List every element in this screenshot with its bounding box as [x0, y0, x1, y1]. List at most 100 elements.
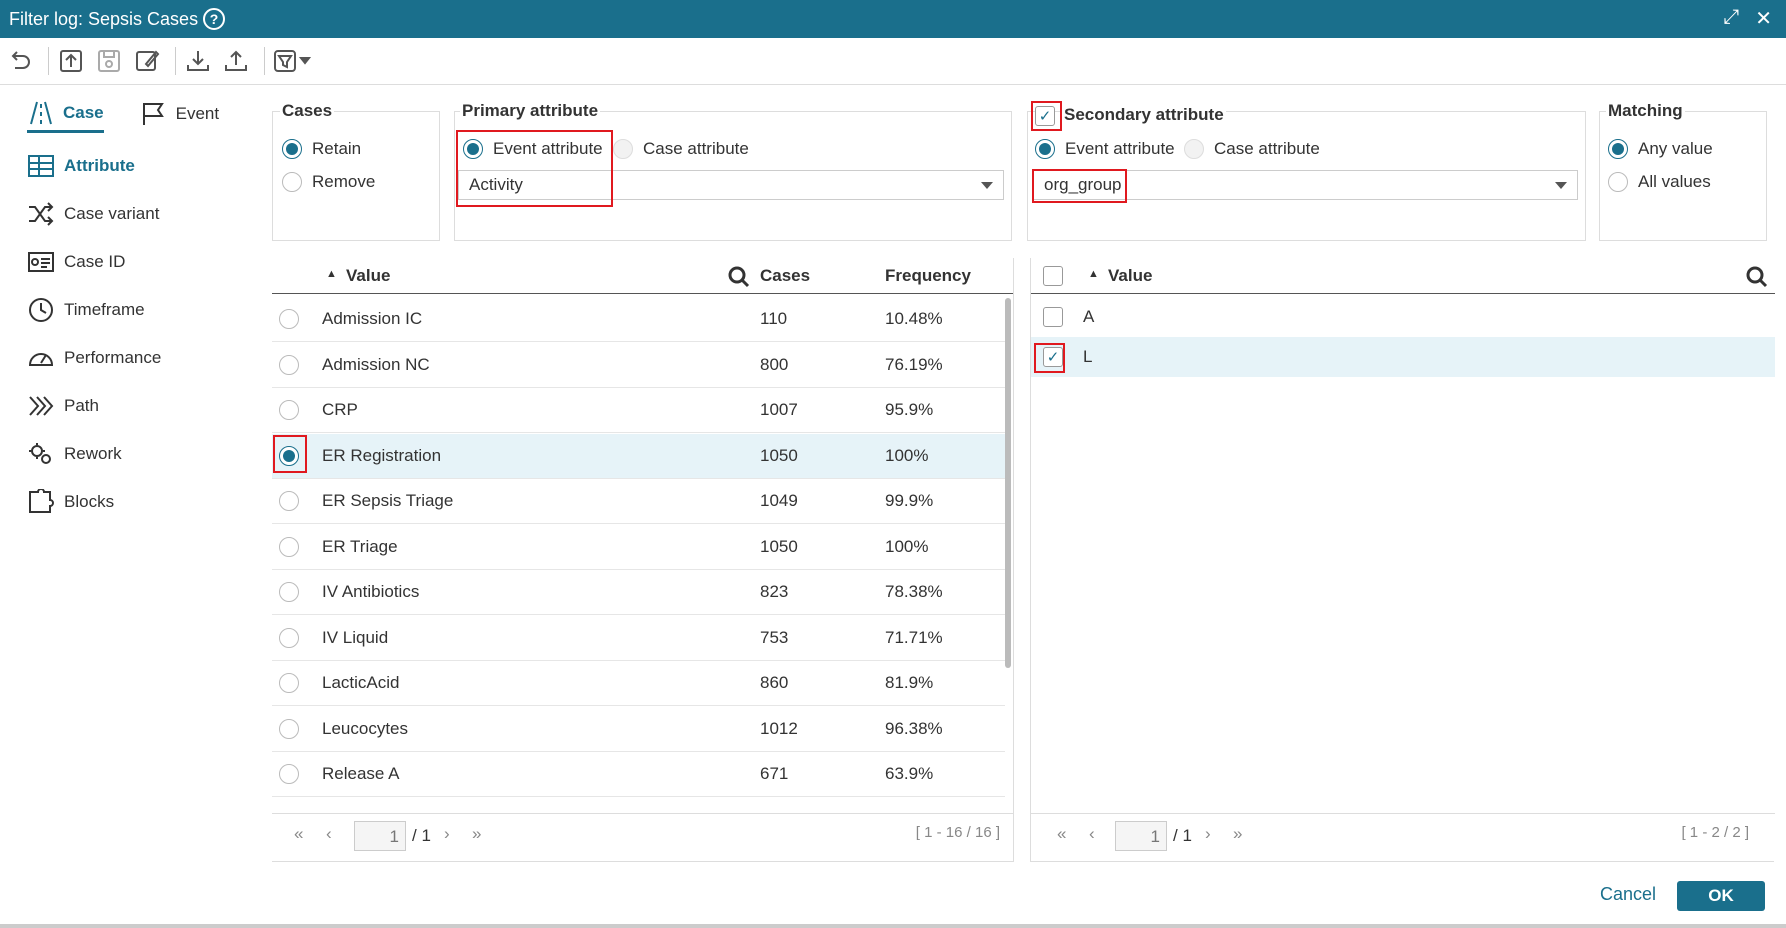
- row-checkbox[interactable]: ✓: [1043, 347, 1063, 367]
- page-count: / 1: [412, 826, 431, 845]
- primary-event-attribute-radio[interactable]: Event attribute: [463, 139, 603, 159]
- chevron-down-icon: [981, 182, 993, 189]
- secondary-case-attribute-radio[interactable]: Case attribute: [1184, 139, 1320, 159]
- table-row[interactable]: IV Liquid 753 71.71%: [272, 616, 1005, 661]
- next-page-icon[interactable]: ›: [444, 824, 450, 843]
- first-page-icon[interactable]: «: [294, 824, 304, 843]
- select-all-checkbox[interactable]: [1043, 266, 1063, 286]
- undo-icon[interactable]: [4, 45, 36, 77]
- table-row[interactable]: ER Registration 1050 100%: [272, 433, 1005, 479]
- next-page-icon[interactable]: ›: [1205, 824, 1211, 843]
- secondary-event-attribute-radio-button[interactable]: [1035, 139, 1055, 159]
- nav-item-blocks[interactable]: Blocks: [0, 478, 260, 526]
- secondary-attribute-checkbox[interactable]: ✓: [1035, 106, 1055, 126]
- primary-case-attribute-radio-button[interactable]: [613, 139, 633, 159]
- nav-item-rework[interactable]: Rework: [0, 430, 260, 478]
- primary-attribute-select[interactable]: Activity: [458, 170, 1004, 200]
- filter-dropdown-icon[interactable]: [271, 45, 315, 77]
- page-input[interactable]: 1: [354, 821, 406, 851]
- row-radio-button[interactable]: [279, 627, 299, 648]
- cell-frequency: 81.9%: [885, 673, 934, 692]
- nav-item-case-variant[interactable]: Case variant: [0, 190, 260, 238]
- download-icon[interactable]: [182, 45, 214, 77]
- table-row[interactable]: Admission NC 800 76.19%: [272, 343, 1005, 388]
- row-radio-button[interactable]: [279, 718, 299, 739]
- retain-radio-button[interactable]: [282, 139, 302, 159]
- row-radio-button[interactable]: [279, 445, 299, 466]
- row-radio-button[interactable]: [279, 354, 299, 375]
- last-page-icon[interactable]: »: [1233, 824, 1243, 843]
- row-radio-button[interactable]: [279, 309, 299, 329]
- nav-item-attribute[interactable]: Attribute: [0, 142, 260, 190]
- search-icon[interactable]: [1746, 266, 1768, 288]
- save-as-icon[interactable]: [131, 45, 163, 77]
- secondary-attribute-select[interactable]: org_group: [1033, 170, 1578, 200]
- help-icon[interactable]: ?: [203, 8, 226, 30]
- nav-item-path[interactable]: Path: [0, 382, 260, 430]
- row-radio-button[interactable]: [279, 536, 299, 557]
- table-row[interactable]: CRP 1007 95.9%: [272, 388, 1005, 433]
- highlight-selected-row: [273, 435, 307, 473]
- flag-icon: [142, 103, 164, 125]
- retain-radio[interactable]: Retain: [282, 139, 361, 159]
- column-value[interactable]: Value: [1108, 266, 1153, 285]
- prev-page-icon[interactable]: ‹: [326, 824, 332, 843]
- table-row[interactable]: Admission IC 110 10.48%: [272, 297, 1005, 342]
- remove-radio[interactable]: Remove: [282, 172, 375, 192]
- row-radio-button[interactable]: [279, 673, 299, 693]
- save-icon[interactable]: [93, 45, 125, 77]
- table-row[interactable]: ER Triage 1050 100%: [272, 525, 1005, 570]
- prev-page-icon[interactable]: ‹: [1089, 824, 1095, 843]
- table-row[interactable]: Release A 671 63.9%: [272, 752, 1005, 797]
- nav-item-attribute-label: Attribute: [64, 156, 135, 175]
- all-values-radio[interactable]: All values: [1608, 172, 1711, 192]
- nav-item-timeframe[interactable]: Timeframe: [0, 286, 260, 334]
- ok-button[interactable]: OK: [1677, 881, 1765, 911]
- nav-item-blocks-label: Blocks: [64, 492, 115, 511]
- window-title: Filter log: Sepsis Cases: [9, 8, 199, 29]
- remove-radio-button[interactable]: [282, 172, 302, 192]
- first-page-icon[interactable]: «: [1057, 824, 1067, 843]
- open-upload-icon[interactable]: [55, 45, 87, 77]
- table-row[interactable]: Leucocytes 1012 96.38%: [272, 707, 1005, 752]
- secondary-pager: « ‹ 1 / 1 › » [ 1 - 2 / 2 ]: [1031, 813, 1775, 855]
- scrollbar[interactable]: [1005, 298, 1011, 668]
- table-row[interactable]: LacticAcid 860 81.9%: [272, 661, 1005, 706]
- nav-item-case-id[interactable]: Case ID: [0, 238, 260, 286]
- tab-event[interactable]: Event: [140, 101, 219, 131]
- page-input[interactable]: 1: [1115, 821, 1167, 851]
- tab-case[interactable]: Case: [27, 100, 104, 133]
- any-value-radio-button[interactable]: [1608, 139, 1628, 159]
- upload-icon[interactable]: [220, 45, 252, 77]
- list-item[interactable]: ✓ L: [1031, 337, 1775, 377]
- any-value-radio[interactable]: Any value: [1608, 139, 1713, 159]
- table-row[interactable]: ER Sepsis Triage 1049 99.9%: [272, 479, 1005, 524]
- highlight-secondary-checkbox: [1031, 101, 1062, 131]
- secondary-event-attribute-radio[interactable]: Event attribute: [1035, 139, 1175, 159]
- row-radio-button[interactable]: [279, 764, 299, 784]
- maximize-icon[interactable]: ⤢: [1723, 6, 1740, 28]
- all-values-radio-button[interactable]: [1608, 172, 1628, 192]
- column-frequency[interactable]: Frequency: [885, 266, 971, 285]
- row-radio-button[interactable]: [279, 400, 299, 420]
- cancel-button[interactable]: Cancel: [1600, 884, 1657, 904]
- any-value-label: Any value: [1638, 139, 1713, 158]
- search-icon[interactable]: [728, 266, 750, 288]
- table-row[interactable]: IV Antibiotics 823 78.38%: [272, 570, 1005, 615]
- column-value[interactable]: Value: [346, 266, 391, 285]
- row-radio-button[interactable]: [279, 582, 299, 602]
- secondary-case-attribute-radio-button[interactable]: [1184, 139, 1204, 159]
- sort-asc-icon[interactable]: ▲: [326, 268, 337, 280]
- sort-asc-icon[interactable]: ▲: [1088, 268, 1099, 280]
- nav-item-rework-label: Rework: [64, 444, 122, 463]
- list-item[interactable]: A: [1031, 297, 1775, 337]
- highlight-secondary-value: [1032, 169, 1127, 203]
- primary-case-attribute-radio[interactable]: Case attribute: [613, 139, 749, 159]
- close-icon[interactable]: ✕: [1755, 8, 1772, 30]
- primary-event-attribute-radio-button[interactable]: [463, 139, 483, 159]
- last-page-icon[interactable]: »: [472, 824, 482, 843]
- row-checkbox[interactable]: [1043, 307, 1063, 327]
- column-cases[interactable]: Cases: [760, 266, 811, 285]
- nav-item-performance[interactable]: Performance: [0, 334, 260, 382]
- row-radio-button[interactable]: [279, 491, 299, 511]
